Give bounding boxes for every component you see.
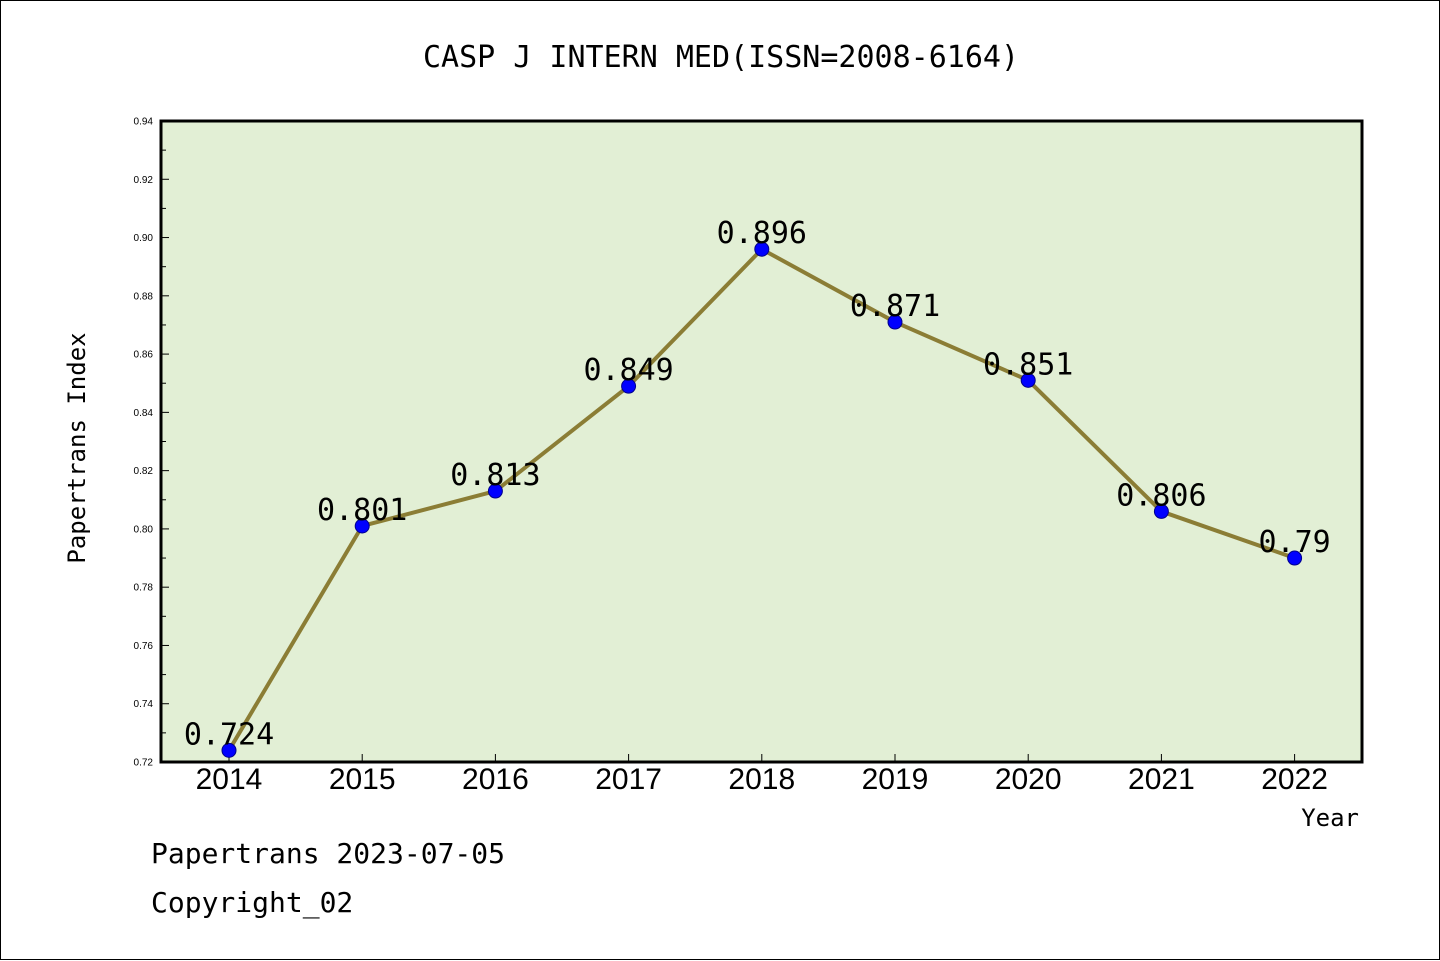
y-tick-label: 0.78 <box>134 583 154 594</box>
y-tick-label: 0.76 <box>134 641 154 652</box>
y-tick-label: 0.88 <box>134 291 154 302</box>
x-tick-label: 2022 <box>1261 763 1328 796</box>
y-tick-label: 0.84 <box>134 408 154 419</box>
data-labels-layer: 0.724 0.801 0.813 0.849 0.896 0.871 0.851 0.806… <box>184 216 1331 752</box>
y-axis-label: Papertrans Index <box>63 332 91 563</box>
y-axis-ticks: 0.72 0.74 0.76 0.78 0.80 0.82 0.84 0.86 0.88 0.90… <box>134 117 169 769</box>
y-tick-label: 0.94 <box>134 117 154 128</box>
data-label: 0.813 <box>450 458 540 493</box>
footer-date: Papertrans 2023-07-05 <box>151 837 506 870</box>
x-tick-label: 2020 <box>995 763 1062 796</box>
x-tick-label: 2014 <box>196 763 263 796</box>
x-tick-label: 2018 <box>728 763 795 796</box>
x-tick-label: 2019 <box>862 763 929 796</box>
data-label: 0.851 <box>983 347 1073 382</box>
y-tick-label: 0.82 <box>134 466 154 477</box>
footer-copyright: Copyright_02 <box>151 886 354 919</box>
x-axis-ticks: 2014 2015 2016 2017 2018 2019 2020 2021 2022 <box>196 754 1328 796</box>
y-tick-label: 0.72 <box>134 758 154 769</box>
chart-title: CASP J INTERN MED(ISSN=2008-6164) <box>423 40 1019 75</box>
plot-area <box>159 119 1364 764</box>
x-axis-label: Year <box>1301 804 1359 832</box>
x-tick-label: 2015 <box>329 763 396 796</box>
data-point <box>754 241 770 257</box>
data-point <box>1153 503 1169 519</box>
data-label: 0.896 <box>717 216 807 251</box>
series-layer <box>221 241 1303 758</box>
y-tick-label: 0.74 <box>134 699 154 710</box>
data-label: 0.849 <box>583 353 673 388</box>
data-label: 0.724 <box>184 717 274 752</box>
data-label: 0.801 <box>317 493 407 528</box>
data-point <box>1287 550 1303 566</box>
data-point <box>887 314 903 330</box>
data-point <box>221 742 237 758</box>
data-label: 0.79 <box>1258 525 1330 560</box>
data-point <box>621 378 637 394</box>
data-label: 0.806 <box>1116 478 1206 513</box>
y-tick-label: 0.90 <box>134 233 154 244</box>
x-tick-label: 2017 <box>595 763 662 796</box>
data-label: 0.871 <box>850 289 940 324</box>
x-tick-label: 2016 <box>462 763 529 796</box>
x-tick-label: 2021 <box>1128 763 1195 796</box>
data-point <box>487 483 503 499</box>
y-tick-label: 0.86 <box>134 350 154 361</box>
data-point <box>1020 372 1036 388</box>
y-tick-label: 0.80 <box>134 524 154 535</box>
y-tick-label: 0.92 <box>134 175 154 186</box>
data-point <box>354 518 370 534</box>
